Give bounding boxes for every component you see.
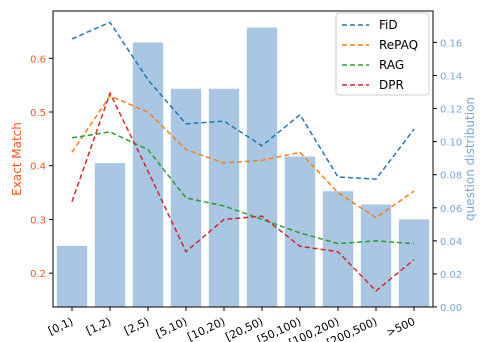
x-tick-label-9: >500 xyxy=(384,315,417,340)
left-tick-label-4: 0.6 xyxy=(30,54,46,65)
legend-label-fid: FiD xyxy=(379,18,398,32)
legend-box xyxy=(335,12,430,96)
series-line-repaq xyxy=(71,94,415,219)
series-line-dpr xyxy=(71,91,415,292)
legend-label-rag: RAG xyxy=(379,58,404,72)
series-line-fid xyxy=(71,21,415,180)
y-axis-right-label: question distribution xyxy=(463,97,477,221)
right-tick-label-4: 0.08 xyxy=(440,171,462,182)
right-tick-label-8: 0.16 xyxy=(440,38,462,49)
bar-0 xyxy=(56,245,88,307)
x-tick-label-2: [2,5) xyxy=(122,315,151,338)
bar-3 xyxy=(170,88,202,307)
plot-frame xyxy=(52,10,434,308)
left-tick-label-0: 0.2 xyxy=(30,269,46,280)
right-tick-label-7: 0.14 xyxy=(440,71,462,82)
right-tick-label-5: 0.10 xyxy=(440,138,462,149)
x-tick-label-0: [0,1) xyxy=(46,315,75,338)
x-tick-label-4: [10,20) xyxy=(185,315,227,342)
bar-1 xyxy=(94,163,126,307)
legend-label-dpr: DPR xyxy=(379,78,404,92)
bar-6 xyxy=(284,156,316,307)
bar-2 xyxy=(132,42,164,307)
x-tick-label-1: [1,2) xyxy=(84,315,113,338)
right-tick-label-3: 0.06 xyxy=(440,204,462,215)
y-axis-left-label: Exact Match xyxy=(10,122,24,196)
bar-7 xyxy=(322,191,354,307)
bar-8 xyxy=(360,204,392,307)
left-tick-label-1: 0.3 xyxy=(30,215,46,226)
bar-9 xyxy=(398,219,430,307)
right-tick-label-1: 0.02 xyxy=(440,270,462,281)
bar-4 xyxy=(208,88,240,307)
left-tick-label-2: 0.4 xyxy=(30,162,46,173)
legend-label-repaq: RePAQ xyxy=(379,38,418,52)
series-line-rag xyxy=(71,131,415,245)
right-tick-label-6: 0.12 xyxy=(440,105,462,116)
right-tick-label-2: 0.04 xyxy=(440,237,462,248)
left-tick-label-3: 0.5 xyxy=(30,108,46,119)
bar-5 xyxy=(246,27,278,307)
right-tick-label-0: 0.00 xyxy=(440,303,462,314)
x-tick-label-3: [5,10) xyxy=(154,315,189,341)
